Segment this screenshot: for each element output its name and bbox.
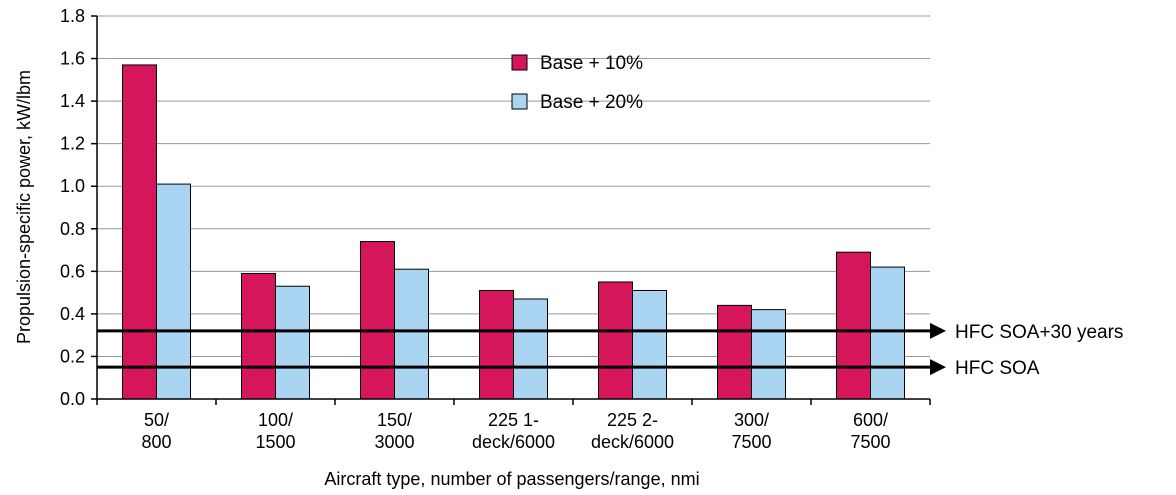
y-tick-label: 0.8 <box>60 219 85 239</box>
axes <box>96 16 930 400</box>
arrow-right-icon <box>930 322 946 339</box>
bar-base-10 <box>836 251 871 400</box>
legend-label-base-10: Base + 10% <box>540 53 643 74</box>
y-tick-label: 1.6 <box>60 49 85 69</box>
bar-base-20 <box>275 285 310 400</box>
x-tick-label: 100/ <box>258 410 293 430</box>
x-axis-label: Aircraft type, number of passengers/rang… <box>324 469 699 489</box>
bar-base-10 <box>241 272 276 400</box>
y-tick-labels: 0.0 0.2 0.4 0.6 0.8 1.0 1.2 1.4 1.6 1.8 <box>60 6 85 409</box>
y-axis-label: Propulsion-specific power, kW/lbm <box>14 70 34 344</box>
reference-line-label: HFC SOA+30 years <box>955 322 1123 343</box>
y-tick-label: 0.0 <box>60 389 85 409</box>
x-tick-label: deck/6000 <box>472 432 555 452</box>
bar-base-20 <box>751 309 786 400</box>
bar-base-10 <box>360 241 395 400</box>
reference-line-label: HFC SOA <box>955 358 1040 379</box>
x-tick-label: 50/ <box>144 410 169 430</box>
bar-base-10 <box>122 64 157 400</box>
legend-swatch-base-10 <box>511 54 528 71</box>
bar-base-20 <box>870 266 905 400</box>
legend-swatch-base-20 <box>511 93 528 110</box>
reference-lines: HFC SOA+30 years HFC SOA <box>97 322 1123 379</box>
bar-base-10 <box>479 289 514 400</box>
bar-base-20 <box>156 183 191 400</box>
arrow-right-icon <box>930 359 946 376</box>
y-tick-label: 1.2 <box>60 134 85 154</box>
y-tick-label: 0.4 <box>60 304 85 324</box>
legend: Base + 10% Base + 20% <box>511 53 643 113</box>
x-tick-label: 600/ <box>853 410 888 430</box>
bar-base-20 <box>394 268 429 400</box>
legend-label-base-20: Base + 20% <box>540 92 643 113</box>
y-tick-label: 0.2 <box>60 346 85 366</box>
bar-base-20 <box>513 298 548 400</box>
x-tick-label: deck/6000 <box>591 432 674 452</box>
x-tick-label: 800 <box>141 432 171 452</box>
bars <box>122 64 905 400</box>
x-tick-label: 300/ <box>734 410 769 430</box>
x-tick-label: 150/ <box>377 410 412 430</box>
y-tick-label: 1.0 <box>60 176 85 196</box>
bar-base-10 <box>598 281 633 400</box>
x-tick-label: 7500 <box>731 432 771 452</box>
y-tick-label: 1.8 <box>60 6 85 26</box>
x-tick-label: 1500 <box>255 432 295 452</box>
bar-base-10 <box>717 304 752 400</box>
x-tick-label: 3000 <box>374 432 414 452</box>
bar-base-20 <box>632 289 667 400</box>
x-tick-label: 7500 <box>850 432 890 452</box>
x-tick-label: 225 1- <box>488 410 539 430</box>
x-tick-label: 225 2- <box>607 410 658 430</box>
y-tick-label: 0.6 <box>60 261 85 281</box>
y-tick-label: 1.4 <box>60 91 85 111</box>
